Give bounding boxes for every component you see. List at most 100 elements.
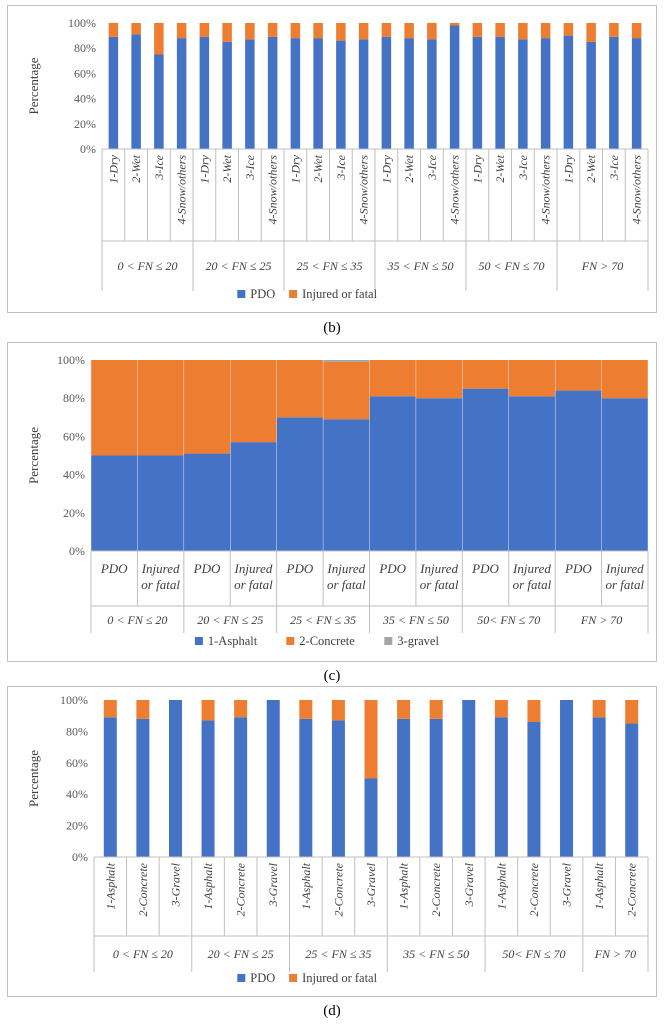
bar-segment xyxy=(313,23,323,39)
chart-panel-d: Percentage 0% 20% 40% 60% 80% 100% 1-Asphalt 2-C… xyxy=(7,686,657,997)
x-category-label: 4-Snow/others xyxy=(539,155,553,225)
legend-label: PDO xyxy=(250,971,275,985)
bar-segment xyxy=(527,721,541,857)
bar-segment xyxy=(358,39,369,149)
x-category-label: 4-Snow/others xyxy=(357,155,371,225)
bar-segment xyxy=(495,36,505,149)
bar-segment xyxy=(131,23,141,35)
bar-segment xyxy=(201,720,215,857)
x-category-label: 3-Ice xyxy=(425,154,439,180)
bar-segment xyxy=(462,360,509,389)
legend-swatch xyxy=(384,637,393,645)
bars xyxy=(91,360,648,551)
bar-segment xyxy=(176,38,187,150)
y-tick-label: 40% xyxy=(74,92,96,106)
x-category-label: 1-Dry xyxy=(197,154,211,183)
bar-segment xyxy=(199,36,210,149)
y-tick-label: 20% xyxy=(74,117,96,131)
bar-segment xyxy=(323,419,370,551)
bar-segment xyxy=(427,39,437,149)
bar-segment xyxy=(108,36,119,149)
chart-d: Percentage 0% 20% 40% 60% 80% 100% 1-Asphalt 2-C… xyxy=(26,693,649,985)
bar-segment xyxy=(472,23,483,37)
legend: PDO Injured or fatal xyxy=(237,287,378,301)
legend-swatch xyxy=(237,290,246,298)
bar-segment xyxy=(234,717,248,857)
bar-segment xyxy=(199,23,210,37)
x-category-label: 1-Dry xyxy=(561,154,575,183)
bar-segment xyxy=(518,23,528,40)
x-category-label: 2-Wet xyxy=(129,154,143,182)
bar-segment xyxy=(381,23,392,37)
bar-segment xyxy=(586,23,596,42)
x-category-label: PDO xyxy=(378,561,406,576)
bar-segment xyxy=(369,360,416,397)
x-category-label: 2-Concrete xyxy=(625,862,639,916)
y-tick-label: 0% xyxy=(80,142,96,156)
bar-segment xyxy=(462,388,509,551)
y-tick-label: 100% xyxy=(60,693,88,707)
x-group-label: 0 < FN ≤ 20 xyxy=(113,947,173,961)
bar-segment xyxy=(136,700,150,719)
x-category-label: Injured xyxy=(326,561,365,576)
x-category-label: 2-Wet xyxy=(584,154,598,182)
y-tick-label: 0% xyxy=(72,850,88,864)
y-axis-label: Percentage xyxy=(26,57,41,114)
x-category-label: Injured xyxy=(512,561,551,576)
x-category-label: 3-Ice xyxy=(152,154,166,180)
x-category-label: 4-Snow/others xyxy=(630,155,644,225)
x-category-label: 4-Snow/others xyxy=(175,155,189,225)
bar-segment xyxy=(631,23,642,39)
bar-segment xyxy=(154,54,164,149)
bar-segment xyxy=(176,23,187,39)
bar-segment xyxy=(601,360,648,399)
y-tick-label: 60% xyxy=(66,756,88,770)
bar-segment xyxy=(609,23,619,37)
bar-segment xyxy=(592,700,606,718)
bar-segment xyxy=(222,41,232,149)
x-category-label: 3-Gravel xyxy=(266,862,280,907)
bar-segment xyxy=(416,398,463,551)
bar-segment xyxy=(494,700,508,718)
x-category-label: 1-Asphalt xyxy=(201,862,215,909)
bar-segment xyxy=(91,455,138,551)
bar-segment xyxy=(601,398,648,551)
x-group-label: 50< FN ≤ 70 xyxy=(477,613,540,627)
bar-segment xyxy=(336,40,346,149)
bar-segment xyxy=(313,38,323,150)
bar-segment xyxy=(137,360,184,456)
bar-segment xyxy=(364,778,378,857)
x-category-label: or fatal xyxy=(327,577,366,592)
bar-segment xyxy=(369,396,416,551)
bar-segment xyxy=(266,700,280,857)
bar-segment xyxy=(495,23,505,37)
bar-segment xyxy=(234,700,248,718)
x-category-label: 2-Wet xyxy=(220,154,234,182)
bar-segment xyxy=(555,390,602,551)
x-category-label: 3-Ice xyxy=(334,154,348,180)
x-category-label: 2-Wet xyxy=(493,154,507,182)
bar-segment xyxy=(592,717,606,857)
bar-segment xyxy=(540,23,551,39)
x-group-label: FN > 70 xyxy=(594,947,636,961)
x-group-label: 0 < FN ≤ 20 xyxy=(117,259,177,273)
bar-segment xyxy=(103,717,117,857)
bar-segment xyxy=(364,700,378,779)
x-category-label: or fatal xyxy=(420,577,459,592)
bar-segment xyxy=(108,23,119,37)
x-category-label: PDO xyxy=(100,561,128,576)
bar-segment xyxy=(267,23,278,37)
x-category-label: 4-Snow/others xyxy=(266,155,280,225)
y-tick-label: 60% xyxy=(63,429,85,443)
x-category-label: 1-Dry xyxy=(379,154,393,183)
legend-label: 3-gravel xyxy=(397,634,439,648)
bar-segment xyxy=(381,36,392,149)
x-category-label: 1-Asphalt xyxy=(592,862,606,909)
x-group-label: 35 < FN ≤ 50 xyxy=(386,259,453,273)
bar-segment xyxy=(331,720,345,857)
bar-segment xyxy=(404,23,414,39)
x-category-label: 1-Asphalt xyxy=(397,862,411,909)
bar-segment xyxy=(625,723,639,857)
x-category-label: Injured xyxy=(605,561,644,576)
caption-b: (b) xyxy=(323,320,341,336)
